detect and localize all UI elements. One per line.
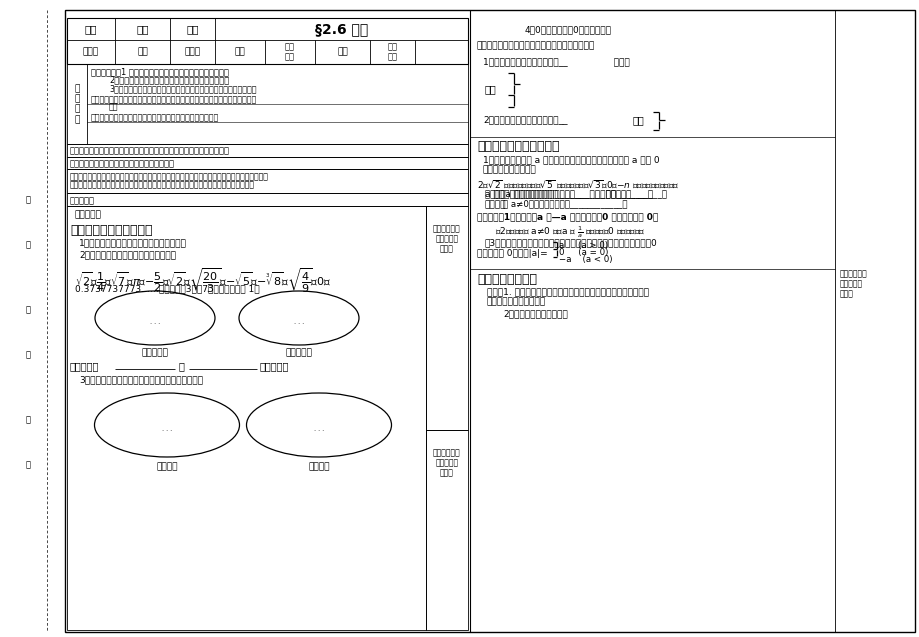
Text: 长: 长 — [26, 241, 30, 250]
Text: 情感态度和价值观：了解数系扩展对人类认识发展的必要性；: 情感态度和价值观：了解数系扩展对人类认识发展的必要性； — [91, 113, 219, 122]
Text: 1．在有理数中，数 a 的相反数是什么？绝对值是什么？当 a 不为 0: 1．在有理数中，数 a 的相反数是什么？绝对值是什么？当 a 不为 0 — [482, 155, 659, 164]
Text: …: … — [292, 313, 305, 327]
Bar — [67, 64, 468, 144]
Text: 知识与能力：1 了解实数的意义，能对实数按要求进行分类。: 知识与能力：1 了解实数的意义，能对实数按要求进行分类。 — [91, 67, 229, 76]
Text: （二）：实数的相关概念: （二）：实数的相关概念 — [476, 140, 559, 153]
Bar — [67, 18, 468, 64]
Bar — [425, 430, 468, 630]
Text: a 是一个实数，它的相反数为_______，绝对值为_______；: a 是一个实数，它的相反数为_______，绝对值为_______； — [484, 190, 652, 199]
Text: 装: 装 — [26, 196, 30, 204]
Text: 2：把下列各数分别填入相应的集合内：: 2：把下列各数分别填入相应的集合内： — [79, 250, 176, 259]
Text: …: … — [161, 420, 173, 434]
Text: 的绝对值是 0。即：|a|=: 的绝对值是 0。即：|a|= — [476, 249, 547, 258]
Text: 张萍: 张萍 — [137, 48, 148, 57]
Bar — [425, 206, 468, 430]
Bar — [67, 193, 468, 206]
Text: 学法指导及使用说明：请先认真自学课本，认真思考，独立完成导学案，不会的或是有疑问的做好: 学法指导及使用说明：请先认真自学课本，认真思考，独立完成导学案，不会的或是有疑问… — [70, 172, 268, 181]
Text: 重点：会按两种标准对实数进行分类；会求一个实数的相反数和绝对值。: 重点：会按两种标准对实数进行分类；会求一个实数的相反数和绝对值。 — [70, 146, 230, 155]
Text: 学案
类型: 学案 类型 — [285, 42, 295, 62]
Text: （2）倒数：当 a≠0 时，a 与 $\frac{1}{a}$ 互为倒数（0 没有倒数）；: （2）倒数：当 a≠0 时，a 与 $\frac{1}{a}$ 互为倒数（0 没… — [494, 225, 645, 240]
Text: $\sqrt{2}$，$\dfrac{1}{4}$，$\sqrt{7}$，$\pi$，$-\dfrac{5}{2}$，$\sqrt{2}$，$\sqrt{\df: $\sqrt{2}$，$\dfrac{1}{4}$，$\sqrt{7}$，$\p… — [75, 266, 331, 295]
Text: 史: 史 — [26, 461, 30, 469]
Text: 2．$\sqrt{2}$ 的相反数是什么？$\sqrt{5}$ 的倒数是什么？$\sqrt{3}$，0，$-n$ 的绝对值分别是什么？: 2．$\sqrt{2}$ 的相反数是什么？$\sqrt{5}$ 的倒数是什么？$… — [476, 179, 679, 191]
Text: 1：什么叫无理数，什么叫有理数，举例说明: 1：什么叫无理数，什么叫有理数，举例说明 — [79, 238, 187, 247]
Text: 2．判断下列各式成立吗？: 2．判断下列各式成立吗？ — [503, 309, 567, 318]
Text: 难点：实数的分类，利用数轴上的点表示无理数: 难点：实数的分类，利用数轴上的点表示无理数 — [70, 159, 175, 168]
Text: 线: 线 — [26, 415, 30, 424]
Bar — [67, 206, 425, 630]
Text: 乘方），用哪些运算律？: 乘方），用哪些运算律？ — [486, 297, 546, 306]
Text: 学
习
目
标: 学 习 目 标 — [74, 84, 80, 124]
Text: 学案
编号: 学案 编号 — [387, 42, 397, 62]
Text: 正数集合: 正数集合 — [156, 462, 177, 471]
Text: 科目: 科目 — [85, 24, 97, 34]
Text: 订: 订 — [26, 306, 30, 315]
Text: 备注（教师复
备栏及学生
笔记）: 备注（教师复 备栏及学生 笔记） — [433, 448, 460, 478]
Text: 0.3737737773……（相邻两个3之间7的个数逐次增加 1）: 0.3737737773……（相邻两个3之间7的个数逐次增加 1） — [75, 284, 259, 293]
Text: …: … — [312, 420, 325, 434]
Text: 3、了解数轴上的点与实数一一对应，能用数轴上的点来表示无理数。: 3、了解数轴上的点与实数一一对应，能用数轴上的点来表示无理数。 — [108, 84, 256, 93]
Text: 内容：1. 在有理数范围内，能进行哪些运算？（加、减、乘、除、: 内容：1. 在有理数范围内，能进行哪些运算？（加、减、乘、除、 — [486, 287, 648, 296]
Text: （三）：实数运算: （三）：实数运算 — [476, 273, 537, 286]
Text: 过程与方法：在利用数轴上的点来表示实数的过程中，进一步体会数形结合的思: 过程与方法：在利用数轴上的点来表示实数的过程中，进一步体会数形结合的思 — [91, 95, 257, 104]
Text: 标记，以备小组合作解决，运用双色笔，第一次完成用蓝色，第二次课堂生成改动用红色。: 标记，以备小组合作解决，运用双色笔，第一次完成用蓝色，第二次课堂生成改动用红色。 — [70, 180, 255, 189]
Text: （一）：实数概念和分类: （一）：实数概念和分类 — [70, 224, 153, 237]
Text: 想。: 想。 — [108, 102, 119, 111]
Text: 2、了解实数范围内，相反数、倒数、绝对值的意义。: 2、了解实数范围内，相反数、倒数、绝对值的意义。 — [108, 75, 229, 84]
Bar — [67, 157, 468, 169]
Text: 知识整理：: 知识整理： — [70, 361, 99, 371]
Text: 主备人: 主备人 — [83, 48, 99, 57]
Text: 丁: 丁 — [26, 350, 30, 359]
Text: 当 a≠0，那么它的倒数为____________。: 当 a≠0，那么它的倒数为____________。 — [503, 199, 627, 208]
Text: a     (a > 0): a (a > 0) — [559, 241, 607, 250]
Text: …: … — [149, 313, 161, 327]
Text: −a    (a < 0): −a (a < 0) — [559, 255, 612, 264]
Text: 学习流程：: 学习流程： — [75, 210, 102, 219]
Text: 知识整理：无理数和有理数一样，也有正负之分。: 知识整理：无理数和有理数一样，也有正负之分。 — [476, 41, 595, 50]
Text: 课题: 课题 — [186, 24, 199, 34]
Text: 无理数集合: 无理数集合 — [285, 348, 312, 357]
Text: 实数: 实数 — [484, 84, 496, 94]
Text: 郭云: 郭云 — [234, 48, 245, 57]
Text: 新授: 新授 — [336, 48, 347, 57]
Text: 审核人: 审核人 — [184, 48, 200, 57]
Text: 4．0属于正数吗？0属于负数吗？: 4．0属于正数吗？0属于负数吗？ — [525, 25, 611, 34]
Text: 和: 和 — [179, 361, 185, 371]
Text: 统称为实数: 统称为实数 — [260, 361, 289, 371]
Text: 实数: 实数 — [632, 115, 644, 125]
Bar — [67, 169, 468, 193]
Text: 备注（教师复
备栏及学生
笔记）: 备注（教师复 备栏及学生 笔记） — [433, 224, 460, 254]
Text: 数学: 数学 — [136, 24, 149, 34]
Text: 想一想：a 是一个实数，它的相反数为_______，绝对值为_______；: 想一想：a 是一个实数，它的相反数为_______，绝对值为_______； — [484, 190, 666, 199]
Text: 知识链接：: 知识链接： — [70, 196, 95, 205]
Text: （3）绝对值：正数的绝对值是它本身；负数的绝对值是它的相反数；0: （3）绝对值：正数的绝对值是它本身；负数的绝对值是它的相反数；0 — [484, 238, 657, 247]
Text: 负数集合: 负数集合 — [308, 462, 329, 471]
Text: 有理数集合: 有理数集合 — [142, 348, 168, 357]
Text: 2．另外从概念考虑还可以分为__: 2．另外从概念考虑还可以分为__ — [482, 115, 567, 124]
Text: 知识整理（1）相反数：a 与—a 互为相反数；0 的相反数仍是 0；: 知识整理（1）相反数：a 与—a 互为相反数；0 的相反数仍是 0； — [476, 212, 657, 221]
Text: 3：你能把上面各数分别填入下面相应的集合内吗？: 3：你能把上面各数分别填入下面相应的集合内吗？ — [79, 375, 203, 384]
Text: 想一想：: 想一想： — [484, 200, 506, 209]
Bar — [67, 144, 468, 157]
Text: 时，它的倒数是什么？: 时，它的倒数是什么？ — [482, 165, 536, 174]
Text: 1．从符号考虑，实数可以分为__                ，即：: 1．从符号考虑，实数可以分为__ ，即： — [482, 57, 630, 66]
Text: 0     (a = 0): 0 (a = 0) — [559, 248, 607, 257]
Text: §2.6 实数: §2.6 实数 — [314, 22, 368, 36]
Text: 备注（教师复
备栏及学生
笔记）: 备注（教师复 备栏及学生 笔记） — [839, 269, 867, 299]
